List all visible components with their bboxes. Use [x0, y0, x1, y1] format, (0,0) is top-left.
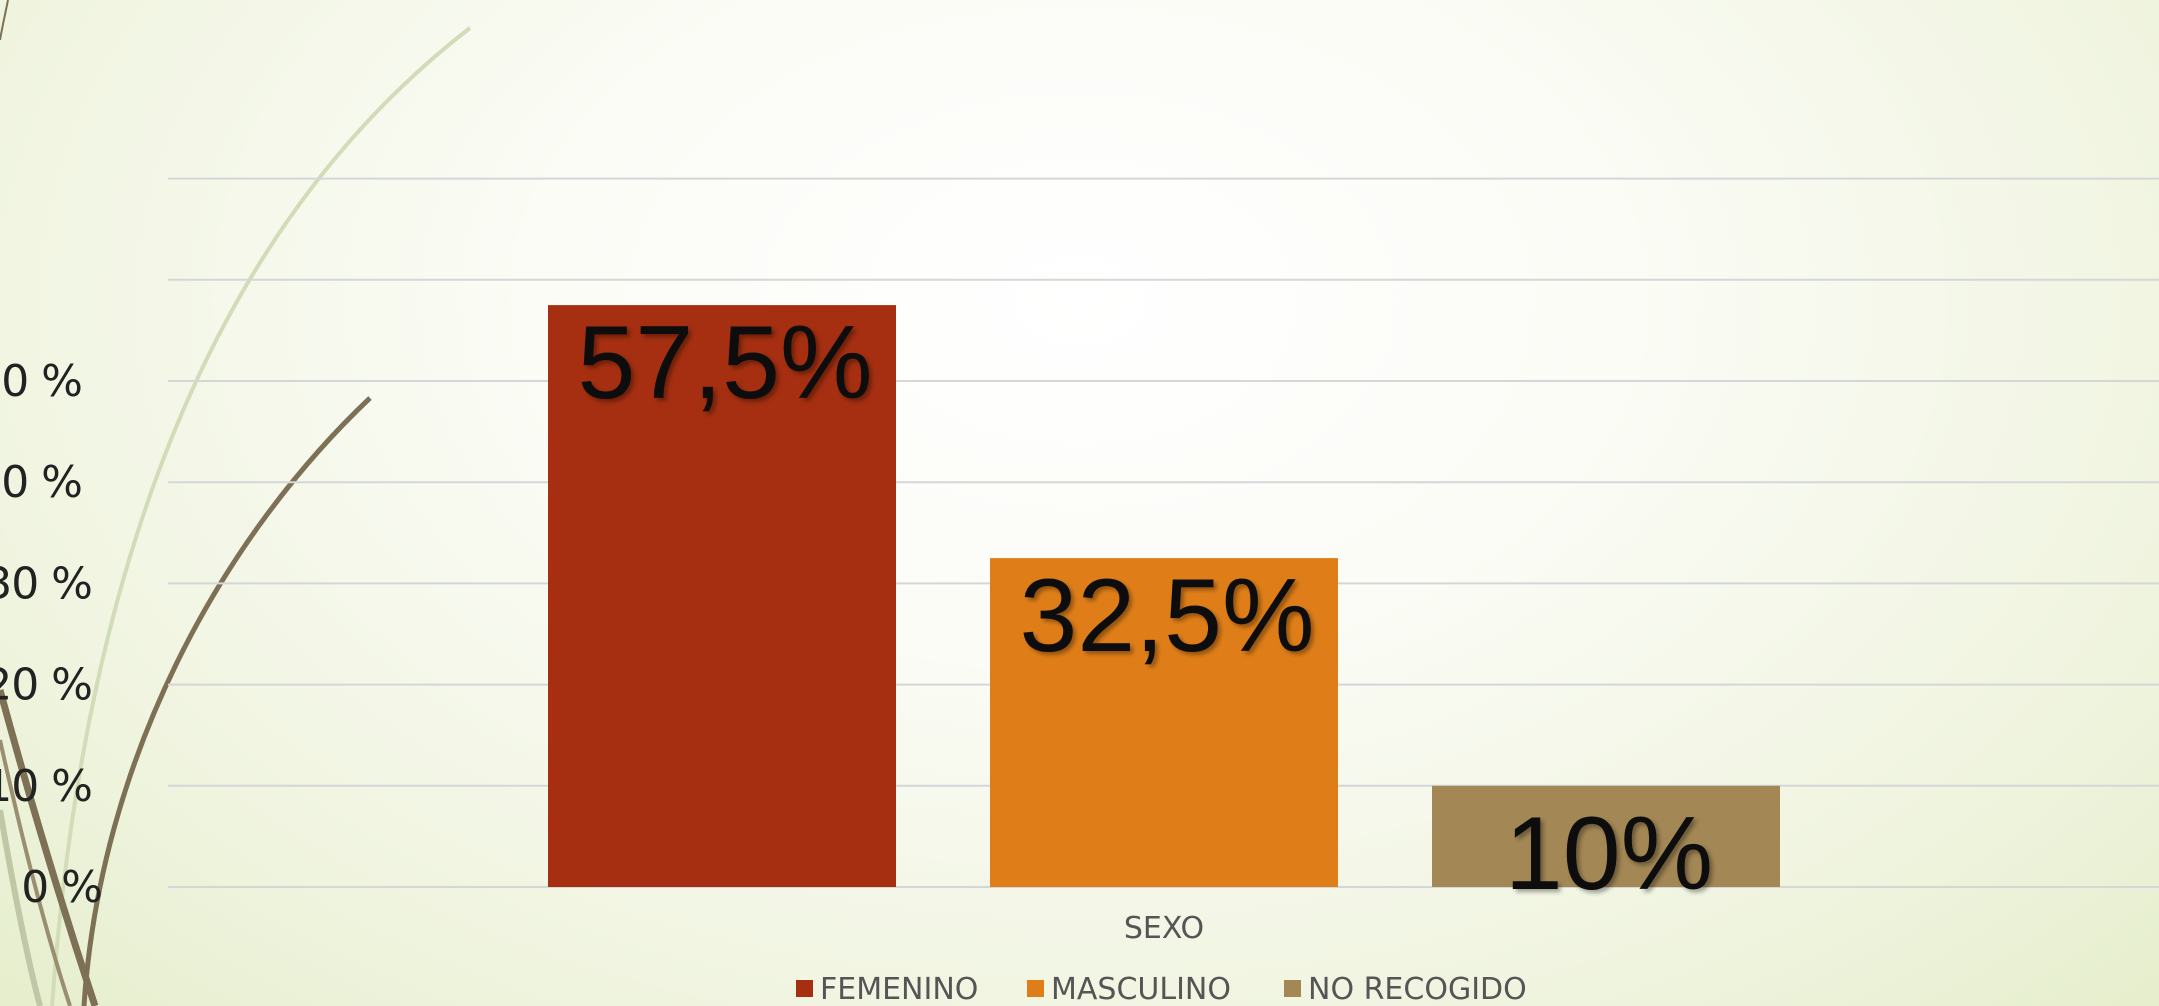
bar-femenino [548, 305, 896, 888]
legend-entry: MASCULINO [1051, 972, 1231, 1006]
data-label: 32,5% [1020, 558, 1315, 674]
legend-entry: NO RECOGIDO [1308, 972, 1527, 1006]
y-axis-tick-labels: 0 % 10 % 20 % 30 % 40 % 50 % [0, 356, 103, 913]
bar-no-recogido [1432, 785, 1780, 887]
bars [548, 305, 1780, 888]
legend-swatch [796, 980, 813, 997]
y-tick-label: 20 % [0, 660, 92, 711]
legend-swatch [1027, 980, 1044, 997]
data-label: 10% [1505, 796, 1713, 912]
y-tick-label: 40 % [0, 457, 82, 508]
data-labels: 57,5% 32,5% 10% [578, 305, 1714, 912]
legend-swatch [1284, 980, 1301, 997]
bar-masculino [990, 558, 1338, 887]
data-label: 57,5% [578, 305, 873, 421]
y-tick-label: 30 % [0, 558, 92, 609]
y-tick-label: 50 % [0, 356, 82, 407]
y-tick-label: 0 % [21, 862, 102, 913]
legend: FEMENINO MASCULINO NO RECOGIDO [796, 972, 1527, 1006]
y-tick-label: 10 % [0, 761, 92, 812]
legend-entry: FEMENINO [820, 972, 978, 1006]
x-axis-category-label: SEXO [1124, 911, 1204, 946]
